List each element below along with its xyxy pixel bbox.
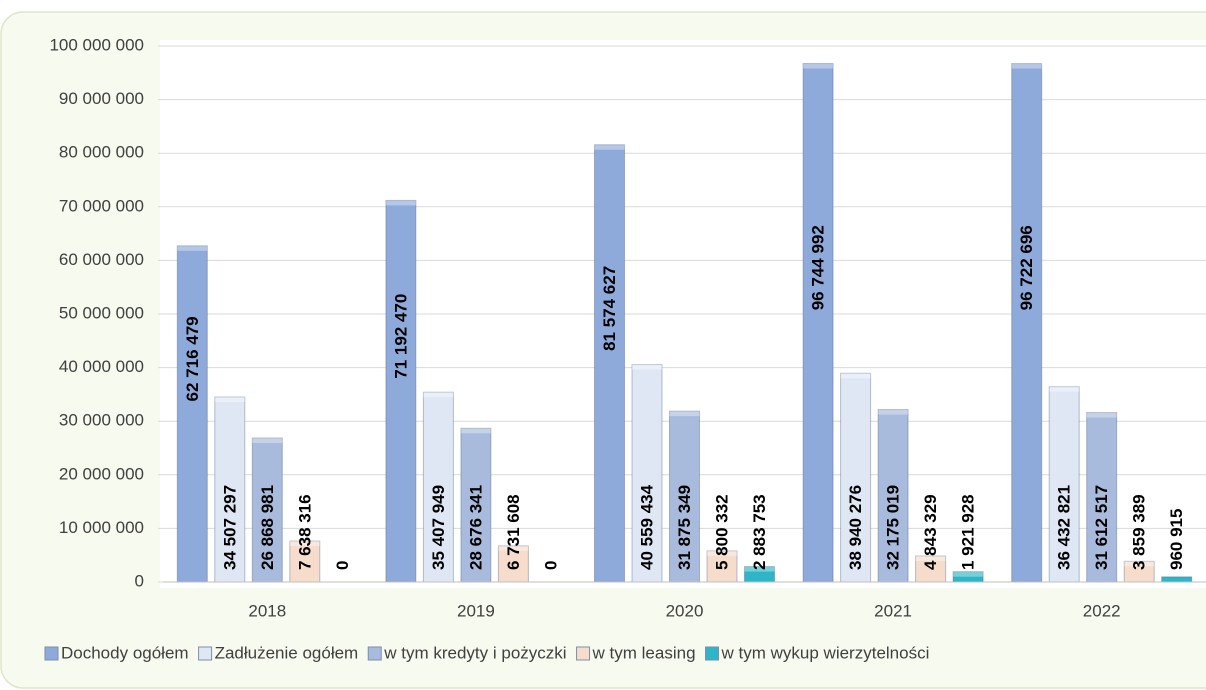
bar-cap [744, 566, 775, 572]
data-label: 3 859 389 [1130, 494, 1149, 570]
data-label: 0 [541, 561, 560, 570]
data-label: 31 612 517 [1092, 485, 1111, 570]
bar [915, 555, 947, 583]
bar-cap [214, 397, 245, 403]
bar-cap [632, 364, 662, 370]
y-tick-label: 0 [135, 571, 144, 590]
y-tick-label: 20 000 000 [59, 464, 144, 483]
legend-label: Zadłużenie ogółem [215, 643, 359, 662]
bar [385, 199, 417, 583]
bar [422, 391, 454, 583]
bar [251, 437, 283, 583]
y-tick-label: 80 000 000 [59, 143, 144, 162]
x-tick-label: 2020 [666, 601, 704, 620]
y-tick-label: 60 000 000 [59, 250, 144, 269]
data-label: 960 915 [1167, 509, 1186, 570]
bar [176, 245, 208, 583]
bar [214, 396, 246, 583]
legend-label: w tym wykup wierzytelności [721, 643, 930, 662]
bar-cap [915, 556, 946, 562]
data-label: 96 744 992 [809, 225, 828, 310]
data-label: 71 192 470 [391, 294, 410, 379]
bar [802, 62, 834, 583]
data-label: 38 940 276 [846, 485, 865, 570]
legend-swatch [44, 646, 59, 661]
bar [594, 144, 625, 583]
bar [1011, 63, 1043, 583]
data-label: 32 175 019 [884, 485, 903, 570]
bar-cap [289, 541, 320, 547]
legend-label: w tym leasing [592, 643, 696, 662]
bar-cap [878, 409, 909, 415]
data-label: 2 883 753 [750, 494, 769, 570]
legend-swatch [367, 646, 382, 661]
bar-cap [1049, 386, 1080, 392]
data-label: 34 507 297 [220, 485, 239, 570]
bar-cap [177, 245, 208, 251]
bar-cap [460, 428, 491, 434]
bar [1048, 386, 1080, 583]
x-tick-label: 2021 [874, 601, 912, 620]
data-label: 36 432 821 [1055, 485, 1074, 570]
data-label: 5 800 332 [712, 494, 731, 570]
bar [1161, 576, 1193, 583]
bar-cap [1124, 561, 1155, 567]
data-label: 28 676 341 [466, 485, 485, 570]
data-label: 26 868 981 [258, 485, 277, 570]
y-tick-label: 30 000 000 [59, 411, 144, 430]
data-label: 40 559 434 [637, 484, 656, 570]
x-tick-label: 2022 [1083, 601, 1121, 620]
data-label: 81 574 627 [600, 266, 619, 351]
data-label: 0 [333, 561, 352, 570]
legend-swatch [198, 646, 213, 661]
data-label: 6 731 608 [504, 494, 523, 570]
bar-cap [252, 437, 283, 443]
data-label: 1 921 928 [959, 494, 978, 570]
y-tick-label: 90 000 000 [59, 89, 144, 108]
x-tick-label: 2018 [248, 601, 286, 620]
y-tick-label: 50 000 000 [59, 303, 144, 322]
data-label: 62 716 479 [183, 316, 202, 401]
bar [497, 545, 529, 583]
data-label: 35 407 949 [429, 485, 448, 570]
bar-cap [669, 411, 700, 417]
data-label: 96 722 696 [1017, 225, 1036, 310]
y-tick-label: 100 000 000 [49, 35, 144, 54]
x-tick-label: 2019 [457, 601, 495, 620]
bar-cap [1086, 412, 1117, 418]
legend-swatch [576, 646, 591, 661]
y-tick-label: 10 000 000 [59, 518, 144, 537]
bar-cap [498, 545, 529, 551]
data-label: 7 638 316 [295, 494, 314, 570]
bar-cap [594, 144, 625, 150]
legend-label: Dochody ogółem [61, 643, 189, 662]
bar-cap [953, 571, 984, 577]
y-tick-label: 40 000 000 [59, 357, 144, 376]
y-tick-label: 70 000 000 [59, 196, 144, 215]
bar [877, 409, 909, 583]
data-label: 4 843 329 [921, 494, 940, 570]
bar-cap [423, 392, 454, 398]
legend-swatch [705, 646, 720, 661]
bar-cap [840, 373, 871, 379]
bar [460, 427, 492, 583]
bar-cap [803, 63, 834, 69]
data-label: 31 875 349 [675, 485, 694, 570]
bar-cap [385, 200, 416, 206]
legend-label: w tym kredyty i pożyczki [383, 643, 566, 662]
bar [631, 364, 663, 583]
bar [669, 410, 700, 583]
bar-cap [1011, 63, 1042, 69]
bar-cap [707, 550, 737, 556]
